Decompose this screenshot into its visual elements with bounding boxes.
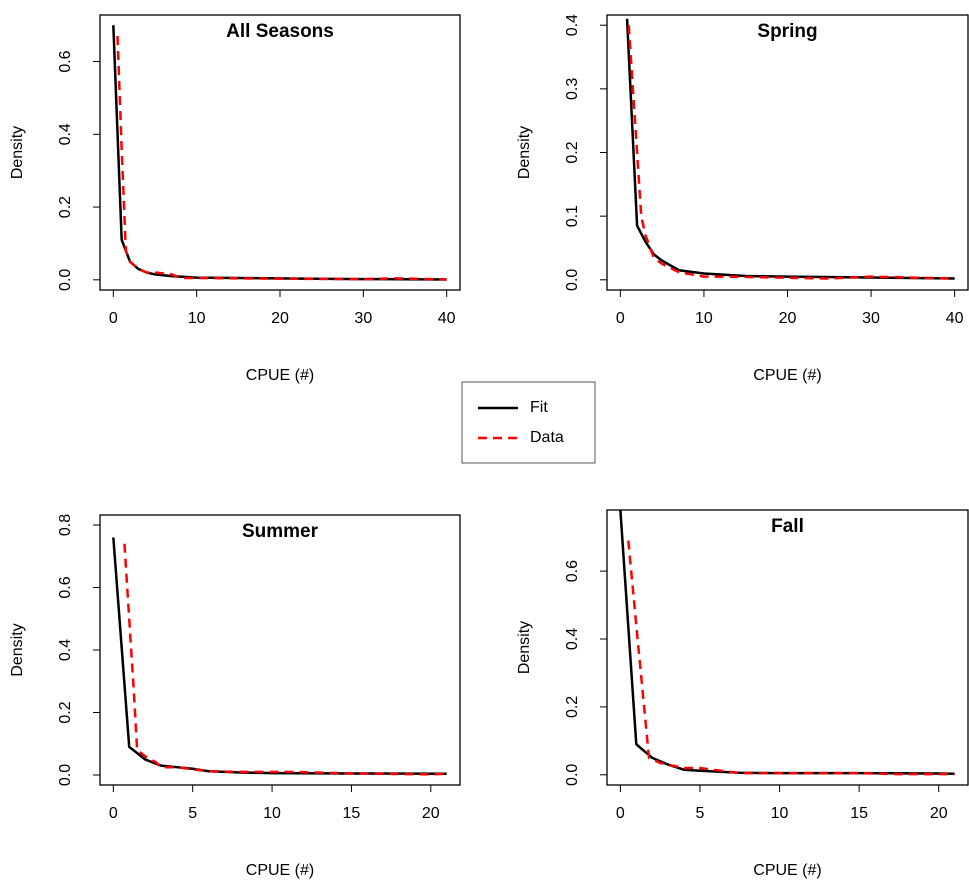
line-1 [627,25,955,280]
line-1 [116,36,447,281]
panel-title: Fall [771,516,804,537]
x-tick-label: 20 [779,310,797,327]
x-tick-label: 0 [109,310,118,327]
legend-label: Data [530,429,564,446]
y-tick-label: 0.2 [564,141,581,163]
panel-title: All Seasons [226,21,334,42]
y-tick-label: 0.0 [57,764,74,786]
panel: Fall CPUE (#) Density 0 5 10 15 20 0.0 0.2 0.4 0.6 [516,509,969,879]
y-tick-label: 0.0 [564,764,581,786]
y-axis-label: Density [516,126,533,179]
x-tick-label: 0 [616,805,625,822]
y-tick-label: 0.6 [57,576,74,598]
y-tick-label: 0.0 [57,269,74,291]
y-axis-label: Density [516,621,533,674]
x-tick-label: 10 [695,310,713,327]
line-0 [619,510,955,776]
legend-box [461,381,596,464]
plot-box [606,14,969,291]
plot-box [99,514,461,786]
y-tick-label: 0.6 [564,560,581,582]
line-1 [627,540,955,776]
y-tick-label: 0.6 [57,50,74,72]
x-axis-label: CPUE (#) [246,862,314,879]
plot-box [606,509,969,786]
x-tick-label: 40 [946,310,964,327]
x-tick-label: 0 [109,805,118,822]
y-tick-label: 0.4 [564,628,581,650]
y-tick-label: 0.2 [564,696,581,718]
panel: Summer CPUE (#) Density 0 5 10 15 20 0.0 0.2 0.4 0.… [9,514,461,879]
panel-title: Spring [757,21,817,42]
x-tick-label: 0 [616,310,625,327]
x-tick-label: 5 [696,805,705,822]
panel: All Seasons CPUE (#) Density 0 10 20 30 40 0.0 0.… [9,14,461,384]
line-0 [112,25,447,281]
x-tick-label: 20 [422,805,440,822]
x-tick-label: 20 [930,805,948,822]
y-tick-label: 0.8 [57,514,74,536]
line-0 [625,18,955,280]
x-tick-label: 20 [271,310,289,327]
x-tick-label: 30 [354,310,372,327]
y-axis-label: Density [9,126,26,179]
line-1 [123,543,447,776]
legend-label: Fit [530,399,548,416]
x-tick-label: 5 [188,805,197,822]
y-tick-label: 0.4 [57,639,74,661]
y-tick-label: 0.0 [564,269,581,291]
x-tick-label: 10 [771,805,789,822]
x-tick-label: 10 [263,805,281,822]
panel: Spring CPUE (#) Density 0 10 20 30 40 0.0 0.1 0.2 0… [516,14,969,384]
x-tick-label: 40 [438,310,456,327]
plot-box [99,14,461,291]
y-tick-label: 0.2 [57,701,74,723]
y-tick-label: 0.3 [564,78,581,100]
x-tick-label: 15 [343,805,361,822]
x-axis-label: CPUE (#) [246,367,314,384]
legend: Fit Data [461,381,596,464]
panel-title: Summer [242,521,319,542]
x-axis-label: CPUE (#) [753,862,821,879]
y-tick-label: 0.4 [57,123,74,145]
x-tick-label: 10 [188,310,206,327]
y-axis-label: Density [9,623,26,676]
x-axis-label: CPUE (#) [753,367,821,384]
y-tick-label: 0.1 [564,205,581,227]
x-tick-label: 30 [862,310,880,327]
x-tick-label: 15 [850,805,868,822]
line-0 [112,537,447,775]
y-tick-label: 0.2 [57,196,74,218]
y-tick-label: 0.4 [564,14,581,36]
